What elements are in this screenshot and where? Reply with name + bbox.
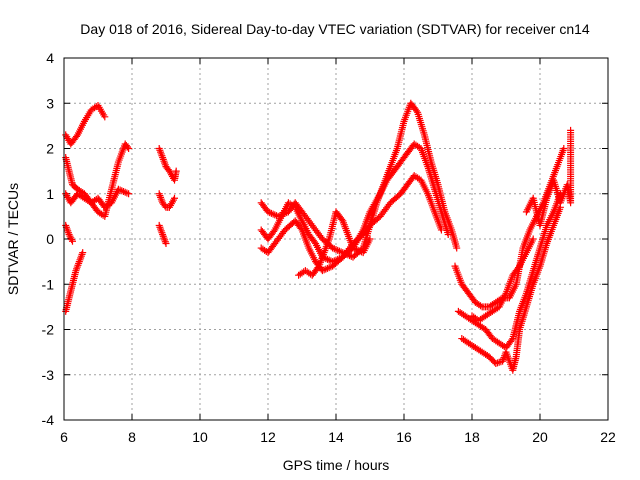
y-tick-label: 2 [46,141,54,157]
data-point-track-9 [332,246,340,254]
data-point-track-12 [351,245,359,253]
data-point-track-9 [412,107,420,115]
y-axis-label: SDTVAR / TECUs [5,183,21,295]
data-point-track-9 [329,244,337,252]
data-point-track-10 [325,256,333,264]
x-tick-label: 18 [464,429,480,445]
y-tick-label: 3 [46,95,54,111]
data-point-track-9 [269,210,277,218]
data-point-track-1 [114,185,122,193]
data-point-track-9 [334,246,342,254]
grid [64,58,608,420]
data-point-track-12 [349,244,357,252]
x-tick-label: 6 [60,429,68,445]
y-tick-label: 0 [46,231,54,247]
data-point-track-1 [121,188,129,196]
data-point-track-7 [171,194,178,202]
data-point-track-9 [271,211,279,219]
x-tick-label: 16 [396,429,412,445]
data-point-track-2 [101,113,109,121]
data-point-track-8 [162,240,170,248]
y-tick-label: -2 [42,322,55,338]
data-point-track-11 [322,265,330,273]
data-point-track-9 [330,245,338,253]
y-tick-labels: -4 -3 -2 -1 0 1 2 3 4 [42,50,55,428]
data-point-track-1 [120,187,127,195]
data-point-track-11 [437,226,445,234]
data-point-track-13 [560,145,568,152]
data-point-track-12 [352,246,360,254]
data-point-track-6 [172,167,180,175]
data-point-track-1 [116,186,124,194]
x-tick-label: 20 [532,429,548,445]
y-tick-label: -3 [42,367,55,383]
data-point-track-11 [325,264,333,272]
data-point-track-13 [477,302,484,310]
data-point-track-12 [366,235,374,243]
y-tick-label: -1 [42,276,55,292]
x-axis-label: GPS time / hours [283,457,390,473]
data-point-track-16 [529,235,537,243]
data-point-track-3 [125,145,133,152]
data-point-track-11 [318,267,326,275]
data-point-track-5 [69,237,76,245]
x-tick-label: 22 [600,429,616,445]
x-tick-label: 8 [128,429,136,445]
data-point-track-11 [320,266,328,274]
data-point-track-5 [68,236,76,244]
x-tick-label: 12 [260,429,276,445]
data-point-track-11 [297,224,305,232]
x-tick-label: 14 [328,429,344,445]
plot-frame [63,57,609,421]
x-tick-labels: 6 8 10 12 14 16 18 20 22 [60,429,616,445]
data-point-track-1 [125,190,133,198]
data-point-track-1 [118,187,126,195]
x-tick-label: 10 [192,429,208,445]
data-point-track-9 [335,247,343,255]
data-point-track-11 [324,264,331,272]
chart-title: Day 018 of 2016, Sidereal Day-to-day VTE… [80,21,590,37]
y-tick-label: 1 [46,186,54,202]
y-tick-label: 4 [46,50,54,66]
data-point-track-9 [264,208,272,216]
data-point-track-10 [324,255,331,263]
data-point-track-1 [123,189,131,197]
data-point-track-3 [123,143,131,151]
data-point-track-4 [79,249,87,257]
data-point-track-5 [65,230,73,238]
data-point-track-5 [66,232,74,240]
y-tick-label: -4 [42,412,55,428]
data-point-track-9 [453,244,461,252]
data-point-track-14 [508,336,516,344]
data-point-track-10 [444,230,452,238]
data-point-track-17 [567,126,575,134]
data-points [62,99,575,374]
data-point-track-5 [67,234,75,242]
data-point-track-9 [267,209,275,217]
data-point-track-12 [354,246,362,254]
data-point-track-9 [266,209,274,217]
